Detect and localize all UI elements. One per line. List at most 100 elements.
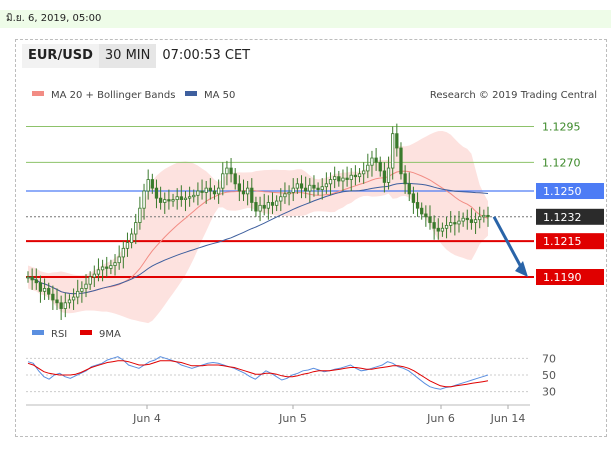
date-banner: มิ.ย. 6, 2019, 05:00 xyxy=(0,10,611,28)
bollinger-band-fill xyxy=(28,131,488,324)
candle-body xyxy=(357,173,362,178)
candle-body xyxy=(349,174,353,180)
timeframe-label: 30 MIN xyxy=(98,44,157,68)
candle-body xyxy=(38,282,43,292)
candle-body xyxy=(407,183,411,195)
level-tag-1.1215 xyxy=(536,233,604,250)
candle-body xyxy=(221,173,225,189)
candle-body xyxy=(432,222,436,229)
time-label: 07:00:53 CET xyxy=(156,44,257,68)
candle-body xyxy=(55,299,59,304)
candle-body xyxy=(125,242,130,249)
candles xyxy=(26,123,490,320)
candle-body xyxy=(113,262,117,266)
x-tick-label: Jun 14 xyxy=(490,412,526,425)
candle-body xyxy=(295,183,300,189)
x-tick-label: Jun 4 xyxy=(132,412,161,425)
candle-body xyxy=(391,133,395,169)
candle-body xyxy=(353,174,358,178)
candle-body xyxy=(415,202,420,209)
legend-rsi-swatch xyxy=(32,330,44,335)
candle-body xyxy=(117,256,121,264)
candle-body xyxy=(246,187,250,195)
candle-body xyxy=(366,164,370,172)
candle-body xyxy=(333,176,337,180)
candle-body xyxy=(420,207,424,215)
candle-body xyxy=(250,187,254,203)
candle-body xyxy=(200,190,204,193)
rsi-level-label-50: 50 xyxy=(542,369,556,382)
candle-body xyxy=(444,224,449,229)
candle-body xyxy=(411,193,416,203)
candle-body xyxy=(469,219,474,223)
candle-body xyxy=(76,290,80,298)
candle-body xyxy=(279,196,283,202)
candle-body xyxy=(129,233,134,244)
x-tick-label: Jun 6 xyxy=(426,412,455,425)
candle-body xyxy=(179,196,183,201)
candle-body xyxy=(440,227,445,232)
price-labels: 1.1295 1.1270 1.1250 1.1232 1.1215 1.1190 xyxy=(536,121,604,285)
level-label-1.1215: 1.1215 xyxy=(543,235,582,248)
candle-body xyxy=(378,161,382,172)
candle-body xyxy=(461,217,465,222)
candle-body xyxy=(171,199,175,202)
candle-body xyxy=(395,133,399,149)
rsi-line xyxy=(27,356,489,390)
candle-body xyxy=(59,302,63,309)
candle-body xyxy=(26,276,30,279)
candle-body xyxy=(478,216,482,221)
candle-body xyxy=(233,173,237,185)
candle-body xyxy=(341,177,345,182)
legend-ma50-label: MA 50 xyxy=(204,90,235,101)
candle-body xyxy=(121,247,125,258)
candle-body xyxy=(109,265,113,269)
legend-ma20-swatch xyxy=(32,91,44,96)
candle-body xyxy=(399,147,403,175)
candle-body xyxy=(457,220,461,225)
candle-body xyxy=(134,222,138,235)
candle-body xyxy=(473,219,478,223)
candle-body xyxy=(30,276,34,281)
indicator-legend: RSI 9MA xyxy=(32,329,121,340)
candle-body xyxy=(382,170,387,183)
legend: MA 20 + Bollinger Bands MA 50 Research ©… xyxy=(32,90,597,101)
candle-body xyxy=(100,266,105,271)
candle-body xyxy=(183,197,188,201)
candle-body xyxy=(283,193,287,198)
x-axis-ticks: Jun 4 Jun 5 Jun 6 Jun 14 xyxy=(132,405,525,425)
candle-body xyxy=(237,183,241,192)
candle-body xyxy=(304,187,308,192)
candle-body xyxy=(92,273,96,278)
ma50-line xyxy=(27,182,489,295)
candle-body xyxy=(291,187,295,193)
legend-9ma-label: 9MA xyxy=(99,329,121,340)
candle-body xyxy=(84,283,88,289)
candle-body xyxy=(142,190,146,209)
candle-body xyxy=(241,190,246,195)
candle-body xyxy=(453,222,457,225)
candle-body xyxy=(312,184,316,189)
candle-body xyxy=(270,202,275,206)
candle-body xyxy=(71,296,76,301)
bollinger-band xyxy=(28,131,488,324)
candle-body xyxy=(324,183,329,188)
candle-body xyxy=(163,199,167,203)
rsi-panel: 70 50 30 xyxy=(26,352,556,399)
candle-body xyxy=(328,179,333,185)
x-tick-label: Jun 5 xyxy=(278,412,307,425)
candle-body xyxy=(486,214,490,218)
candle-body xyxy=(254,202,258,212)
candle-body xyxy=(146,179,150,192)
forecast-arrow-shaft xyxy=(492,216,523,268)
legend-9ma-swatch xyxy=(80,330,92,335)
level-label-1.1232: 1.1232 xyxy=(543,211,582,224)
candle-body xyxy=(370,157,374,166)
candle-body xyxy=(42,288,47,292)
candle-body xyxy=(229,167,233,175)
date-header: มิ.ย. 6, 2019, 05:00 xyxy=(6,13,102,24)
candle-body xyxy=(262,204,266,209)
forecast-arrow xyxy=(492,216,528,277)
rsi-9ma-line xyxy=(27,360,489,388)
